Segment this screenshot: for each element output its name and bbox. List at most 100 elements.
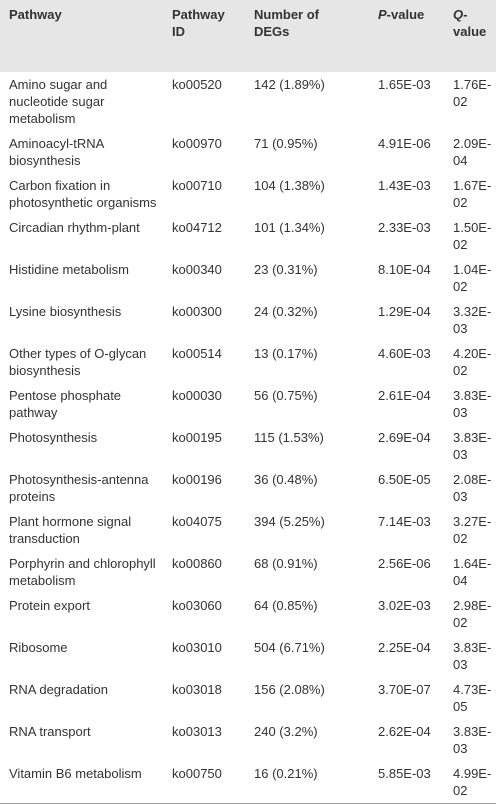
- cell: ko00514: [172, 346, 222, 361]
- row: Lysine biosynthesis ko00300 24 (0.32%) 1.29…: [0, 299, 496, 341]
- cell: 3.83E-03: [453, 640, 492, 672]
- cell: Ribosome: [9, 640, 68, 655]
- cell: ko00710: [172, 178, 222, 193]
- row: Pentose phosphate pathway ko00030 56 (0.75…: [0, 383, 496, 425]
- cell: 2.98E-02: [453, 598, 492, 630]
- cell: ko03018: [172, 682, 222, 697]
- cell: 3.83E-03: [453, 388, 492, 420]
- cell: Photosynthesis: [9, 430, 98, 445]
- cell: ko04712: [172, 220, 222, 235]
- cell: 68 (0.91%): [254, 556, 318, 571]
- cell: ko03010: [172, 640, 222, 655]
- cell: 3.32E-03: [453, 304, 492, 336]
- cell: 2.69E-04: [378, 430, 431, 445]
- cell: 8.10E-04: [378, 262, 431, 277]
- cell: Vitamin B6 metabolism: [9, 766, 142, 781]
- cell: Other types of O-glycan biosynthesis: [9, 346, 147, 378]
- cell: ko00195: [172, 430, 222, 445]
- cell: Pentose phosphate pathway: [9, 388, 122, 420]
- cell: 6.50E-05: [378, 472, 431, 487]
- row: RNA transport ko03013 240 (3.2%) 2.62E-04 3.…: [0, 719, 496, 761]
- cell: 4.99E-02: [453, 766, 492, 798]
- cell: RNA transport: [9, 724, 91, 739]
- cell: ko00970: [172, 136, 222, 151]
- row: Plant hormone signal transduction ko04075…: [0, 509, 496, 551]
- cell: ko04075: [172, 514, 222, 529]
- cell: 24 (0.32%): [254, 304, 318, 319]
- row: Ribosome ko03010 504 (6.71%) 2.25E-04 3.83E-…: [0, 635, 496, 677]
- cell: 2.25E-04: [378, 640, 431, 655]
- header-row: Pathway Pathway ID Number of DEGs P-value Q-…: [0, 0, 496, 72]
- cell: 1.64E-04: [453, 556, 492, 588]
- cell: ko00196: [172, 472, 222, 487]
- header-italic: Q: [453, 7, 464, 22]
- cell: ko00030: [172, 388, 222, 403]
- cell: 13 (0.17%): [254, 346, 318, 361]
- header-cell: Q-value: [453, 0, 496, 72]
- row: Photosynthesis ko00195 115 (1.53%) 2.69E-04…: [0, 425, 496, 467]
- header-text: -value: [386, 7, 425, 22]
- header-cell: P-value: [378, 0, 453, 72]
- cell: Lysine biosynthesis: [9, 304, 122, 319]
- cell: Protein export: [9, 598, 90, 613]
- header-text: -value: [453, 7, 487, 39]
- cell: Porphyrin and chlorophyll metabolism: [9, 556, 156, 588]
- cell: 3.83E-03: [453, 430, 492, 462]
- cell: 2.09E-04: [453, 136, 492, 168]
- cell: 2.08E-03: [453, 472, 492, 504]
- cell: 4.73E-05: [453, 682, 492, 714]
- row: Other types of O-glycan biosynthesis ko00…: [0, 341, 496, 383]
- cell: 142 (1.89%): [254, 77, 325, 92]
- cell: 1.50E-02: [453, 220, 492, 252]
- header-cell: Number of DEGs: [254, 0, 378, 72]
- cell: 16 (0.21%): [254, 766, 318, 781]
- header-cell: Pathway ID: [172, 0, 254, 72]
- cell: 156 (2.08%): [254, 682, 325, 697]
- header-cell: Pathway: [0, 0, 172, 72]
- cell: Amino sugar and nucleotide sugar metabol…: [9, 77, 108, 126]
- row: Porphyrin and chlorophyll metabolism ko00…: [0, 551, 496, 593]
- cell: 394 (5.25%): [254, 514, 325, 529]
- cell: Photosynthesis-antenna proteins: [9, 472, 149, 504]
- cell: 115 (1.53%): [254, 430, 324, 445]
- cell: 3.02E-03: [378, 598, 431, 613]
- cell: Plant hormone signal transduction: [9, 514, 132, 546]
- row: Circadian rhythm-plant ko04712 101 (1.34%)…: [0, 215, 496, 257]
- row: Photosynthesis-antenna proteins ko00196 36…: [0, 467, 496, 509]
- cell: ko00520: [172, 77, 222, 92]
- cell: 2.62E-04: [378, 724, 431, 739]
- cell: 1.67E-02: [453, 178, 492, 210]
- cell: ko00340: [172, 262, 222, 277]
- cell: 3.27E-02: [453, 514, 492, 546]
- cell: 3.70E-07: [378, 682, 431, 697]
- cell: 2.56E-06: [378, 556, 431, 571]
- cell: 1.29E-04: [378, 304, 431, 319]
- row: Aminoacyl-tRNA biosynthesis ko00970 71 (0.…: [0, 131, 496, 173]
- cell: 4.20E-02: [453, 346, 492, 378]
- cell: 4.60E-03: [378, 346, 431, 361]
- cell: 1.04E-02: [453, 262, 492, 294]
- cell: ko00860: [172, 556, 222, 571]
- cell: 23 (0.31%): [254, 262, 318, 277]
- cell: Circadian rhythm-plant: [9, 220, 140, 235]
- cell: 36 (0.48%): [254, 472, 318, 487]
- cell: 64 (0.85%): [254, 598, 318, 613]
- cell: 7.14E-03: [378, 514, 431, 529]
- cell: 2.61E-04: [378, 388, 431, 403]
- cell: Carbon fixation in photosynthetic organi…: [9, 178, 157, 210]
- cell: ko00300: [172, 304, 222, 319]
- cell: ko00750: [172, 766, 222, 781]
- cell: 71 (0.95%): [254, 136, 318, 151]
- cell: 504 (6.71%): [254, 640, 325, 655]
- cell: ko03060: [172, 598, 222, 613]
- cell: 2.33E-03: [378, 220, 431, 235]
- cell: Aminoacyl-tRNA biosynthesis: [9, 136, 104, 168]
- row: Histidine metabolism ko00340 23 (0.31%) 8.1…: [0, 257, 496, 299]
- cell: RNA degradation: [9, 682, 109, 697]
- cell: 56 (0.75%): [254, 388, 318, 403]
- row: Carbon fixation in photosynthetic organi…: [0, 173, 496, 215]
- cell: Histidine metabolism: [9, 262, 129, 277]
- cell: 1.65E-03: [378, 77, 431, 92]
